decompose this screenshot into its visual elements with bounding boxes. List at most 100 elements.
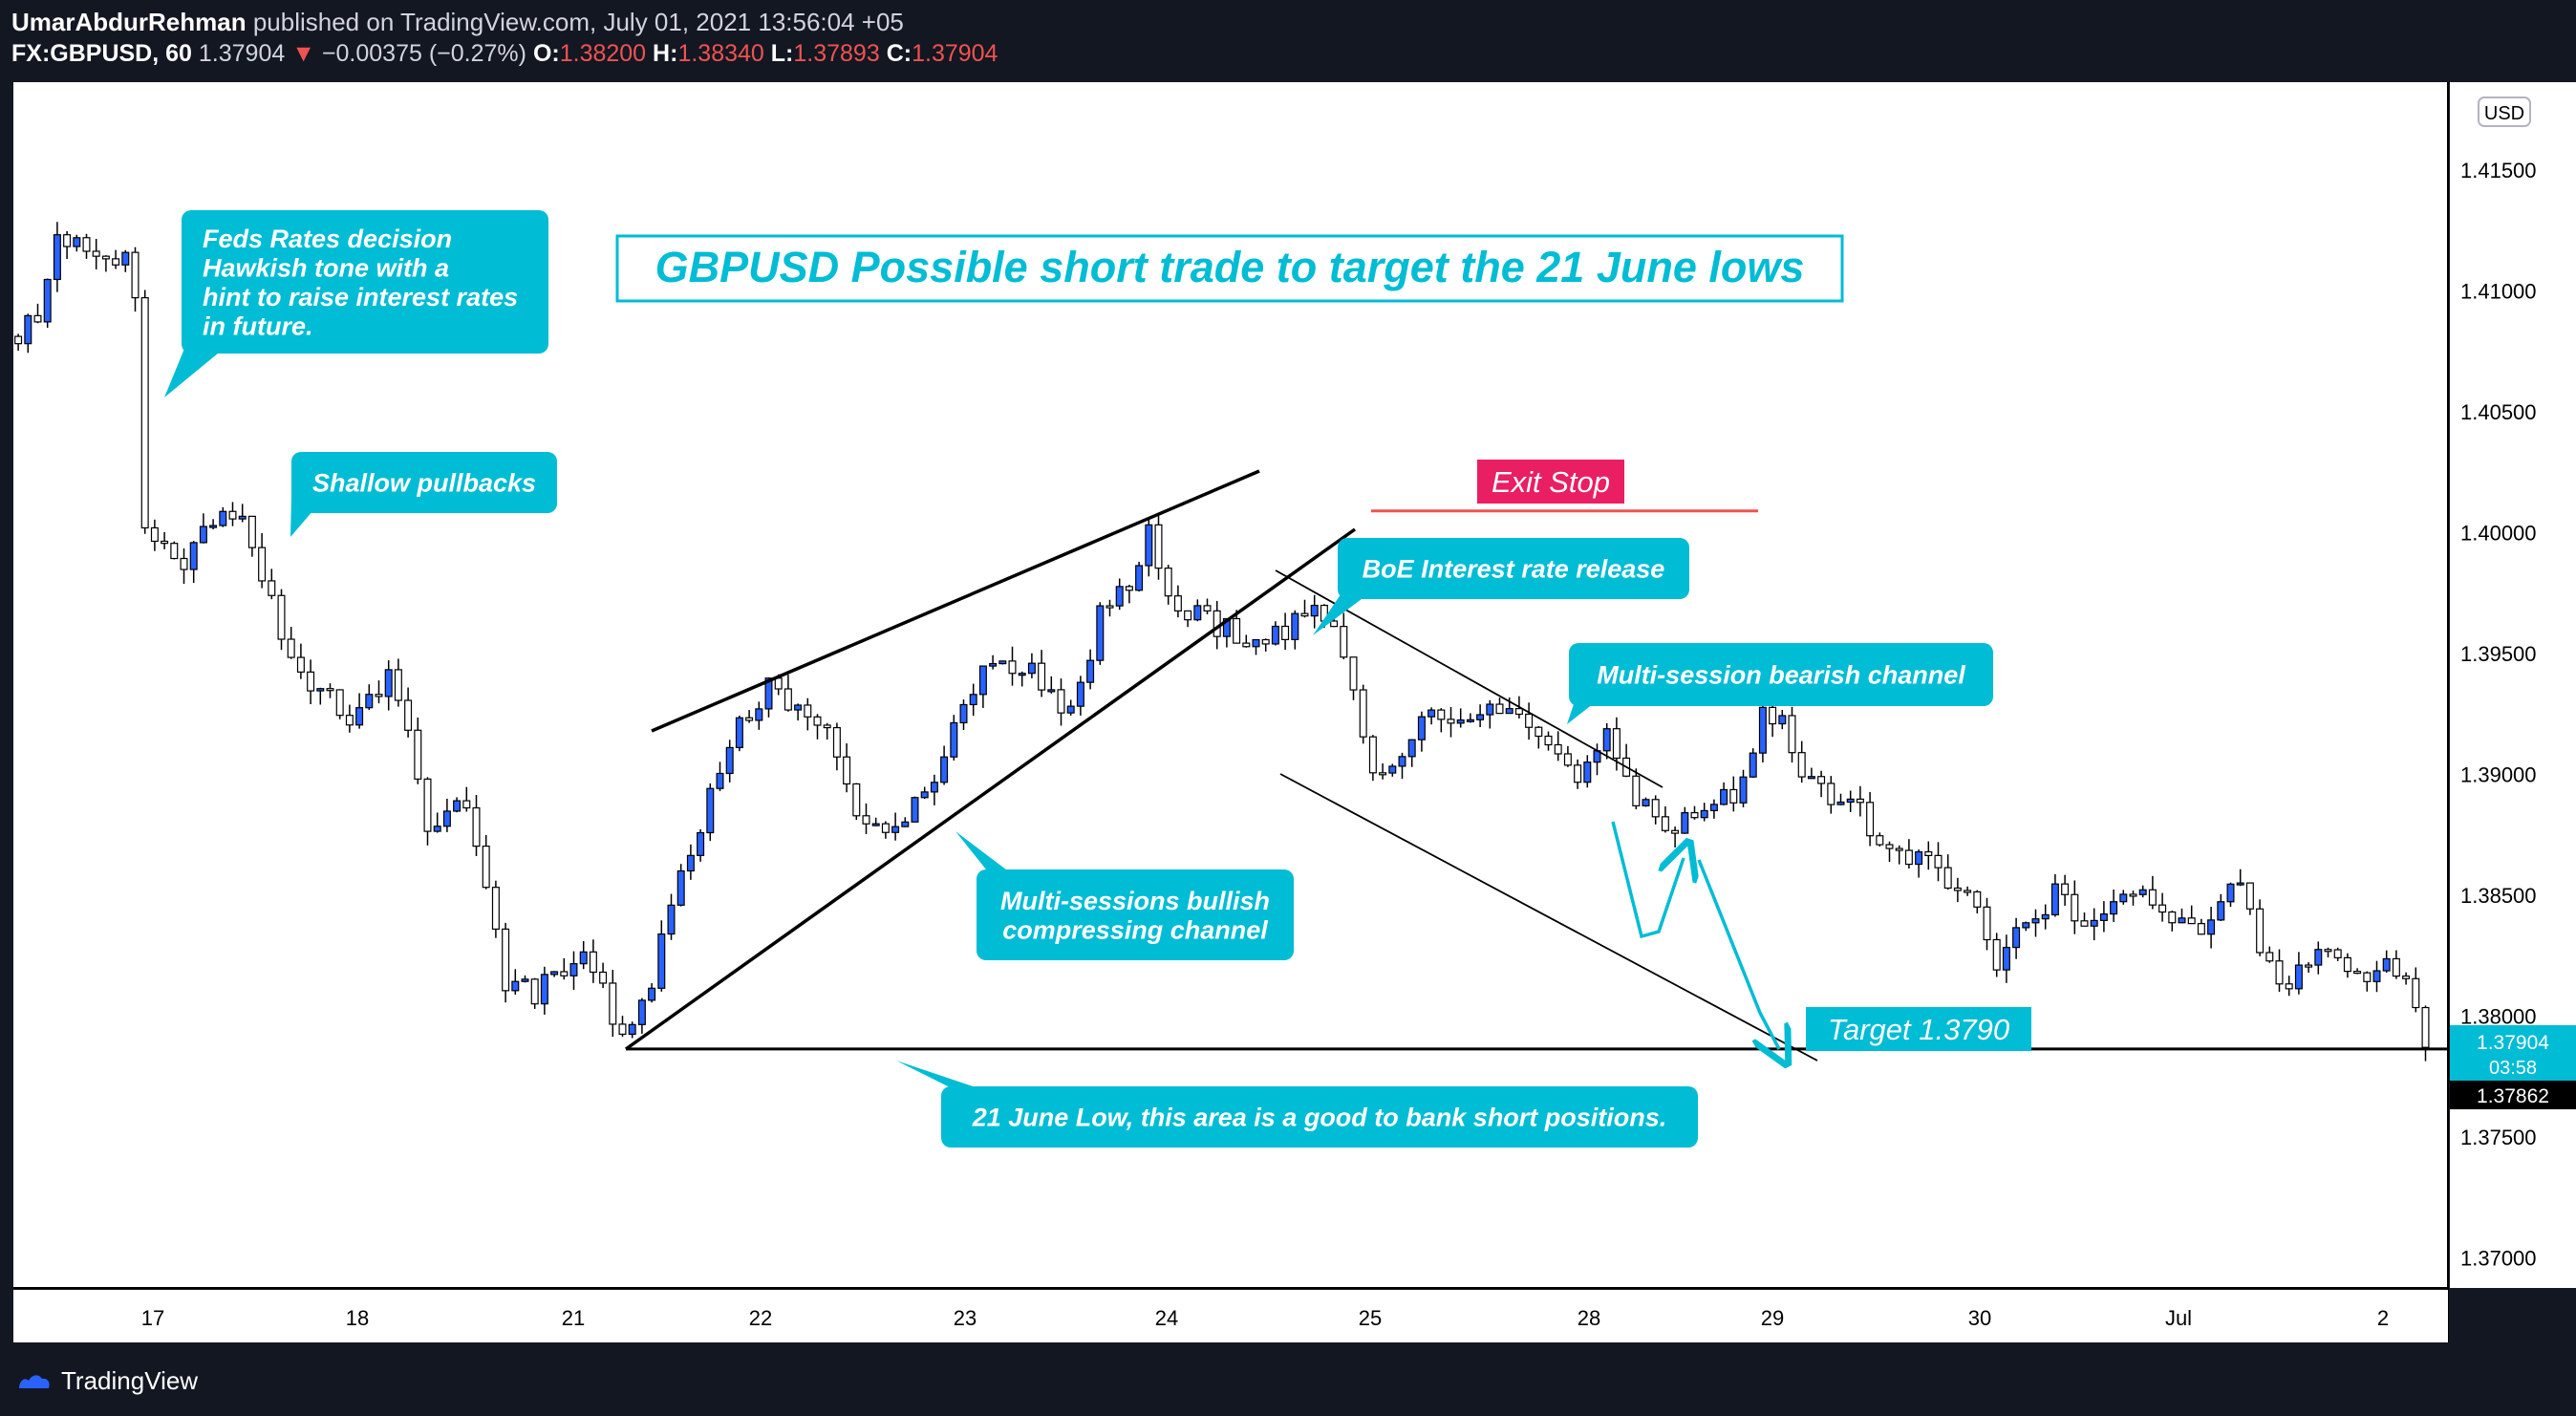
candle — [550, 971, 559, 977]
callout-bullish-channel-text: compressing channel — [1002, 915, 1268, 944]
candle — [2294, 952, 2303, 995]
candle-body — [2314, 949, 2323, 966]
candle — [2071, 880, 2079, 934]
candle — [959, 699, 968, 731]
candle-body — [1856, 798, 1864, 804]
candle — [2245, 882, 2254, 915]
candle — [2314, 941, 2323, 975]
candle — [1173, 585, 1182, 618]
candle-body — [14, 335, 23, 345]
candle — [1915, 849, 1923, 878]
candle — [199, 513, 207, 544]
candle-body — [1008, 660, 1017, 675]
candle — [1924, 841, 1933, 870]
candle-body — [1924, 850, 1933, 856]
candle — [2207, 907, 2216, 949]
candle-body — [1261, 638, 1270, 645]
candle — [823, 722, 831, 740]
time-axis[interactable] — [13, 1290, 2448, 1342]
candle — [1261, 638, 1270, 652]
candle-body — [2158, 904, 2167, 913]
candle-body — [1554, 743, 1562, 755]
candle-body — [2353, 971, 2362, 975]
candle — [978, 665, 987, 709]
candle — [82, 233, 91, 259]
symbol-label[interactable]: FX:GBPUSD, 60 — [11, 40, 192, 67]
candle — [2333, 947, 2342, 961]
candle-body — [1866, 802, 1875, 837]
tradingview-logo-icon — [19, 1375, 50, 1388]
candle — [969, 683, 977, 717]
candle-body — [73, 237, 81, 247]
candle — [2324, 947, 2332, 958]
candle — [2168, 911, 2177, 932]
callout-pullbacks: Shallow pullbacks — [290, 452, 557, 537]
candle — [1709, 799, 1718, 819]
candle — [121, 249, 130, 272]
candle-body — [1359, 689, 1367, 738]
exit-stop-text: Exit Stop — [1492, 465, 1610, 499]
candle — [63, 230, 72, 260]
candle — [1934, 842, 1943, 882]
high-label: H: — [653, 40, 678, 67]
candle — [1145, 519, 1153, 577]
candle-body — [2217, 901, 2225, 921]
low-label: L: — [770, 40, 794, 67]
candle — [1359, 684, 1367, 744]
publish-text: published on TradingView.com, July 01, 2… — [252, 8, 904, 36]
candle-body — [1135, 565, 1144, 591]
candle — [2343, 953, 2351, 978]
candle — [375, 680, 383, 704]
candle-body — [978, 665, 987, 696]
candle-body — [1563, 753, 1572, 766]
candle-body — [277, 594, 286, 640]
callout-pullbacks-text: Shallow pullbacks — [312, 469, 536, 498]
low-level-label: 1.37862 — [2477, 1085, 2549, 1107]
tradingview-footer[interactable]: TradingView — [17, 1364, 198, 1397]
candle-body — [335, 689, 344, 717]
candle — [316, 687, 325, 705]
candle — [384, 660, 393, 711]
candle-body — [1846, 798, 1855, 804]
candle-body — [2392, 957, 2400, 977]
callout-june21-low-box — [941, 1086, 1698, 1148]
title-text: GBPUSD Possible short trade to target th… — [655, 243, 1805, 291]
candle-body — [199, 526, 207, 544]
candle — [862, 803, 870, 834]
candle — [843, 743, 851, 793]
x-tick-label: 18 — [346, 1306, 369, 1330]
candle-body — [920, 791, 929, 799]
currency-badge: USD — [2478, 97, 2531, 127]
candle — [73, 234, 81, 252]
candle-body — [2372, 970, 2381, 982]
author-name[interactable]: UmarAbdurRehman — [11, 8, 247, 36]
candle — [920, 786, 929, 800]
candle — [170, 541, 179, 560]
candle — [2197, 918, 2205, 935]
candle-body — [745, 717, 754, 721]
candle — [2012, 917, 2021, 959]
candle-body — [1769, 706, 1777, 725]
candle-body — [1368, 736, 1377, 774]
callout-feds-text: hint to raise interest rates — [203, 283, 518, 311]
candle-body — [2275, 960, 2284, 985]
candle-body — [1505, 708, 1513, 715]
candle — [1340, 612, 1348, 660]
candle — [1008, 646, 1017, 686]
candle — [891, 812, 900, 841]
candle — [579, 940, 588, 970]
candle-body — [2090, 919, 2098, 927]
candle — [1164, 565, 1172, 605]
candle-body — [589, 951, 597, 974]
candle — [589, 939, 597, 983]
candle — [112, 249, 120, 269]
candle-body — [112, 258, 120, 266]
candle-body — [784, 688, 792, 711]
candle — [1154, 514, 1163, 580]
candle — [998, 660, 1007, 665]
candle-body — [1252, 638, 1260, 648]
candle — [667, 893, 676, 940]
candle — [686, 844, 695, 880]
candle — [637, 998, 646, 1034]
candle-body — [1681, 811, 1689, 834]
